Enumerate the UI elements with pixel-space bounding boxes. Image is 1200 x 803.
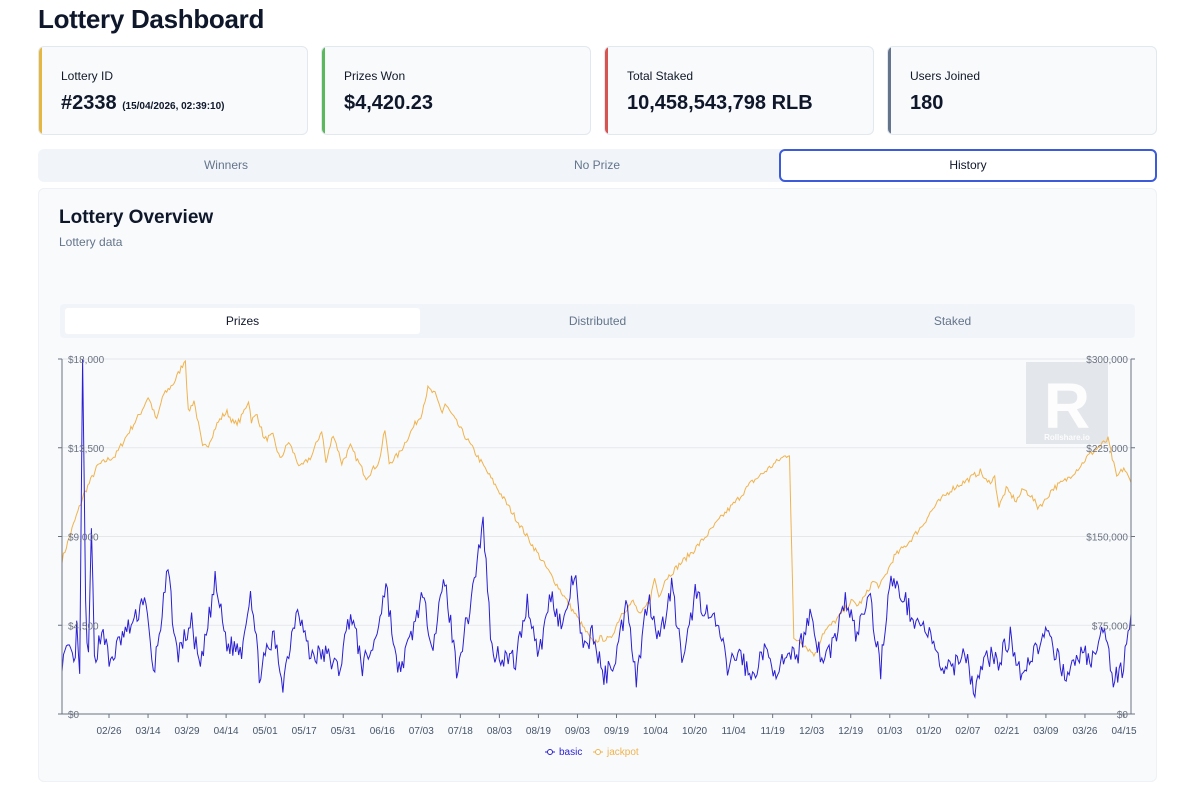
stat-value: 180: [910, 92, 944, 114]
x-tick-label: 12/19: [838, 726, 863, 737]
watermark-text: Rollshare.io: [1044, 433, 1090, 442]
y-right-tick-label: $150,000: [1086, 533, 1128, 544]
x-tick-label: 01/03: [877, 726, 902, 737]
overview-title: Lottery Overview: [59, 207, 214, 228]
lottery-timestamp: (15/04/2026, 02:39:10): [122, 101, 225, 112]
x-tick-label: 05/31: [331, 726, 356, 737]
stat-card-lottery-id: Lottery ID #2338 (15/04/2026, 02:39:10): [38, 46, 308, 135]
card-accent-bar: [888, 47, 891, 134]
tab-winners[interactable]: Winners: [203, 158, 248, 172]
x-tick-label: 11/19: [761, 726, 786, 737]
basic-series-line: [61, 358, 1132, 699]
x-tick-label: 05/01: [253, 726, 278, 737]
main-tabs: Winners No Prize History: [38, 149, 1157, 182]
x-tick-label: 04/14: [214, 726, 239, 737]
x-tick-label: 03/29: [175, 726, 200, 737]
stat-value: 10,458,543,798 RLB: [627, 92, 813, 114]
y-left-tick-label: $9,000: [68, 533, 99, 544]
stat-card-users-joined: Users Joined 180: [887, 46, 1157, 135]
y-left-tick-label: $0: [68, 710, 80, 721]
y-right-tick-label: $0: [1117, 710, 1129, 721]
x-tick-label: 01/20: [916, 726, 941, 737]
x-tick-label: 09/19: [604, 726, 629, 737]
x-tick-label: 02/26: [96, 726, 121, 737]
stat-label: Users Joined: [910, 69, 981, 83]
x-tick-label: 10/04: [643, 726, 668, 737]
x-tick-label: 08/03: [487, 726, 512, 737]
chart-legend: basic jackpot: [545, 747, 639, 758]
x-tick-label: 09/03: [565, 726, 590, 737]
stat-label: Prizes Won: [344, 69, 406, 83]
card-accent-bar: [322, 47, 325, 134]
card-accent-bar: [39, 47, 42, 134]
x-tick-label: 02/21: [994, 726, 1019, 737]
x-tick-label: 10/20: [682, 726, 707, 737]
x-tick-label: 08/19: [526, 726, 551, 737]
tab-history[interactable]: History: [779, 149, 1157, 182]
lottery-id-value: #2338: [61, 92, 117, 114]
legend-jackpot-marker: [595, 749, 601, 755]
tab-prizes[interactable]: Prizes: [65, 308, 420, 334]
chart-tabs: Prizes Distributed Staked: [60, 304, 1135, 338]
x-tick-label: 04/15: [1111, 726, 1136, 737]
stat-label: Total Staked: [627, 69, 694, 83]
x-tick-label: 06/16: [370, 726, 395, 737]
x-tick-label: 05/17: [292, 726, 317, 737]
x-tick-label: 03/26: [1072, 726, 1097, 737]
tab-staked[interactable]: Staked: [933, 314, 972, 328]
x-tick-label: 07/03: [409, 726, 434, 737]
legend-basic-marker: [547, 749, 553, 755]
stat-label: Lottery ID: [61, 69, 114, 83]
x-tick-label: 03/14: [136, 726, 161, 737]
legend-jackpot-label[interactable]: jackpot: [606, 747, 639, 758]
overview-subtitle: Lottery data: [59, 235, 123, 249]
stat-value: #2338 (15/04/2026, 02:39:10): [61, 92, 224, 115]
stat-card-prizes-won: Prizes Won $4,420.23: [321, 46, 591, 135]
card-accent-bar: [605, 47, 608, 134]
y-right-tick-label: $75,000: [1092, 621, 1129, 632]
stat-value: $4,420.23: [344, 92, 433, 114]
y-left-tick-label: $18,000: [68, 355, 105, 366]
stat-card-total-staked: Total Staked 10,458,543,798 RLB: [604, 46, 874, 135]
y-right-tick-label: $225,000: [1086, 444, 1128, 455]
x-tick-label: 07/18: [448, 726, 473, 737]
page-title: Lottery Dashboard: [38, 4, 265, 34]
watermark-box: [1026, 362, 1108, 444]
x-tick-label: 02/07: [955, 726, 980, 737]
watermark-logo: R Rollshare.io: [1026, 362, 1108, 444]
tab-no-prize[interactable]: No Prize: [573, 158, 620, 172]
x-tick-label: 03/09: [1033, 726, 1058, 737]
y-left-tick-label: $4,500: [68, 621, 99, 632]
legend-basic-label[interactable]: basic: [559, 747, 582, 758]
y-left-tick-label: $13,500: [68, 444, 105, 455]
watermark-letter: R: [1044, 370, 1090, 442]
x-tick-label: 12/03: [799, 726, 824, 737]
tab-distributed[interactable]: Distributed: [568, 314, 627, 328]
x-tick-label: 11/04: [721, 726, 746, 737]
jackpot-series-line: [61, 359, 1132, 658]
y-right-tick-label: $300,000: [1086, 355, 1128, 366]
